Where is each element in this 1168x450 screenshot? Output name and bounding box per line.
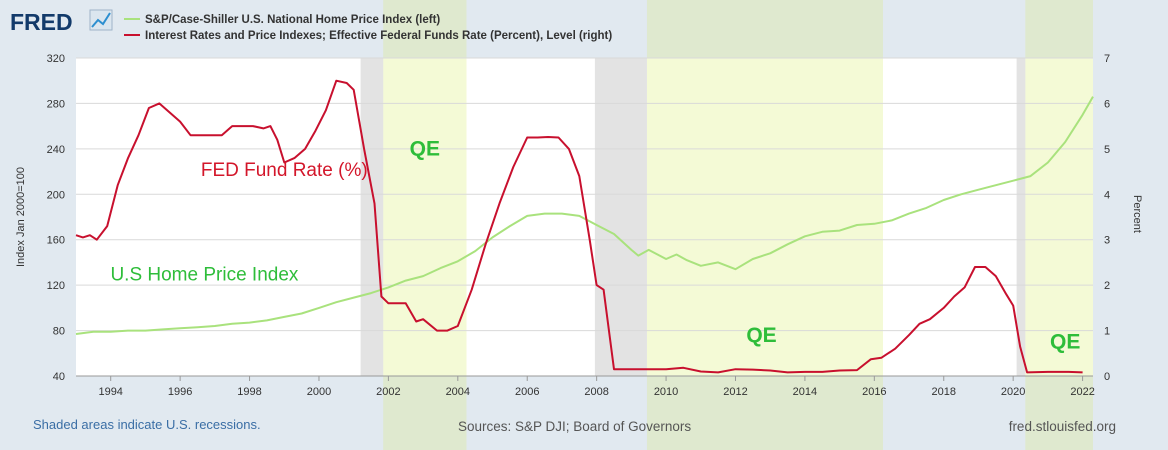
sources-note: Sources: S&P DJI; Board of Governors (458, 419, 691, 434)
y-left-tick-label-160: 160 (47, 235, 65, 247)
recession-band-3 (1016, 58, 1026, 376)
fred-logo-graph-icon (89, 9, 113, 31)
y-right-tick-label-1: 1 (1104, 326, 1110, 338)
qe-band-1 (383, 58, 467, 376)
qe-label-3: QE (746, 324, 776, 347)
x-tick-label-1996: 1996 (168, 386, 192, 398)
legend-label-fed-funds: Interest Rates and Price Indexes; Effect… (145, 30, 612, 42)
annotation-label-0: FED Fund Rate (%) (201, 160, 368, 181)
y-right-tick-label-4: 4 (1104, 189, 1110, 201)
qe-label-2: QE (410, 138, 440, 161)
y-left-tick-label-280: 280 (47, 98, 65, 110)
y-right-tick-label-2: 2 (1104, 280, 1110, 292)
x-tick-label-2020: 2020 (1001, 386, 1025, 398)
axes: 40 80 120 160 200 240 280 320 0 1 2 3 4 5 6 7 1994 1996 19… (15, 53, 1143, 398)
x-tick-label-1998: 1998 (237, 386, 261, 398)
y-right-tick-label-6: 6 (1104, 98, 1110, 110)
annotations: FED Fund Rate (%) U.S Home Price Index QE Q… (110, 138, 1080, 354)
qe-band-3 (1025, 58, 1093, 376)
x-tick-label-2004: 2004 (446, 386, 470, 398)
fred-logo-text: FRED (10, 9, 73, 35)
qe-label-4: QE (1050, 331, 1080, 354)
legend: S&P/Case-Shiller U.S. National Home Pric… (124, 14, 612, 42)
fred-logo[interactable]: FRED (10, 9, 113, 35)
series-layer (75, 79, 1094, 374)
x-tick-label-2010: 2010 (654, 386, 678, 398)
recession-note: Shaded areas indicate U.S. recessions. (33, 417, 261, 432)
y-left-tick-label-80: 80 (53, 326, 65, 338)
y-left-tick-label-320: 320 (47, 53, 65, 65)
x-tick-label-2008: 2008 (584, 386, 608, 398)
series-line-home-price-index (75, 96, 1094, 335)
fred-logo-line-icon (91, 12, 111, 28)
y-left-tick-label-200: 200 (47, 189, 65, 201)
x-tick-label-2016: 2016 (862, 386, 886, 398)
x-tick-label-2000: 2000 (307, 386, 331, 398)
plot-area (76, 58, 1093, 376)
y-left-tick-label-240: 240 (47, 144, 65, 156)
legend-label-home-index: S&P/Case-Shiller U.S. National Home Pric… (145, 14, 440, 26)
series-line-fed-funds-rate (75, 79, 1083, 374)
site-link[interactable]: fred.stlouisfed.org (1009, 419, 1116, 434)
y-right-axis-title: Percent (1131, 195, 1143, 233)
x-tick-label-2012: 2012 (723, 386, 747, 398)
recession-band-2 (594, 58, 647, 376)
x-tick-label-2014: 2014 (793, 386, 817, 398)
y-left-tick-label-40: 40 (53, 371, 65, 383)
qe-band-2 (646, 58, 884, 376)
x-tick-label-2002: 2002 (376, 386, 400, 398)
x-tick-label-2006: 2006 (515, 386, 539, 398)
y-right-tick-label-7: 7 (1104, 53, 1110, 65)
y-left-axis-title: Index Jan 2000=100 (15, 167, 27, 267)
y-left-tick-label-120: 120 (47, 280, 65, 292)
x-tick-label-2022: 2022 (1070, 386, 1094, 398)
y-right-tick-label-3: 3 (1104, 235, 1110, 247)
y-right-tick-label-5: 5 (1104, 144, 1110, 156)
y-right-tick-label-0: 0 (1104, 371, 1110, 383)
x-tick-label-1994: 1994 (98, 386, 122, 398)
annotation-label-1: U.S Home Price Index (110, 265, 298, 286)
gridlines (76, 57, 1093, 377)
x-tick-label-2018: 2018 (932, 386, 956, 398)
recession-band-1 (360, 58, 384, 376)
